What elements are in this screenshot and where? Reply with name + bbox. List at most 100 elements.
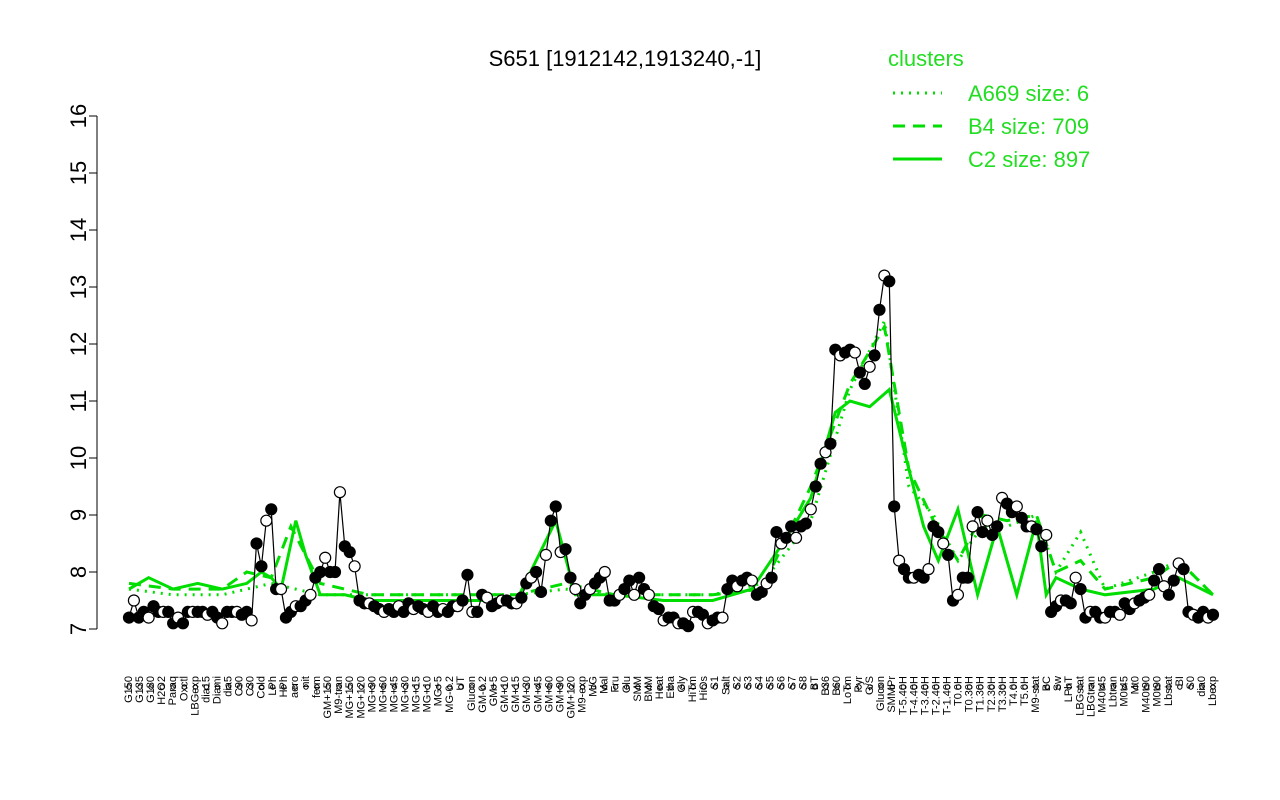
x-tick-label: Heat [654,676,666,699]
x-tick-label: Paraq [167,676,179,705]
data-point [456,594,469,607]
x-tick-mark [192,684,199,690]
data-point [633,571,646,584]
data-point [765,571,778,584]
x-tick-mark [590,684,597,690]
x-tick-mark [1110,684,1117,690]
x-tick-mark [347,684,353,690]
x-tick-mark [491,684,497,690]
x-tick-mark [668,684,674,690]
data-point [515,591,528,604]
data-point [348,560,361,573]
x-tick-mark [546,684,553,690]
data-point [1167,574,1180,587]
x-tick-mark [1143,684,1150,690]
data-point [628,588,641,601]
data-point [848,346,862,359]
x-tick-label: LBGtran [1085,676,1097,717]
data-point [1035,540,1048,553]
data-point [942,548,955,562]
data-point [682,620,695,633]
x-tick-label: GM+5 [488,676,500,706]
x-tick-mark [690,684,696,690]
data-point [799,517,812,530]
x-tick-mark [458,684,464,690]
x-tick-label: Oxctl [178,676,190,701]
x-tick-mark [557,684,564,690]
x-tick-label: T-1.40H [942,676,954,715]
x-tick-label: Lbexp [1207,676,1219,706]
x-tick-mark [955,684,962,690]
x-tick-label: Etha [665,675,677,699]
x-tick-mark [745,684,752,690]
x-tick-label: MG+10 [422,676,434,712]
y-tick-label: 7 [66,623,91,635]
data-point [652,602,665,616]
x-tick-mark [789,684,796,690]
x-tick-label: GM+45 [532,676,544,712]
x-axis-ticks: G150 G135 G180 H2O2 Paraq Oxctl LBGexp dia15 Dia… [123,675,1219,718]
x-tick-label: T4.0H [1008,676,1020,706]
x-tick-label: Glucon [466,676,478,711]
x-tick-mark [778,684,785,690]
x-tick-label: T1.30H [975,676,987,712]
x-tick-mark [624,684,630,690]
data-point [1030,523,1043,536]
x-tick-mark [1166,684,1172,690]
x-tick-mark [325,684,331,690]
x-tick-mark [247,684,254,690]
data-points [122,269,1220,633]
x-tick-mark [424,684,431,690]
x-tick-mark [1199,684,1205,690]
x-tick-label: G135 [134,676,146,703]
x-tick-mark [1077,684,1083,690]
x-tick-label: LPh [267,676,279,696]
data-point [559,543,572,556]
x-tick-label: MG+150 [344,676,356,719]
data-point [824,437,837,450]
x-tick-mark [966,684,973,690]
data-point [142,611,155,624]
x-tick-mark [911,684,918,690]
data-point [250,537,263,550]
x-tick-label: LBGexp [189,676,201,716]
data-point [1152,563,1166,576]
x-tick-label: T-2.40H [930,676,942,715]
data-point [716,611,729,624]
data-point [991,520,1004,533]
x-tick-mark [259,684,265,690]
legend-label: A669 size: 6 [968,81,1089,106]
x-tick-mark [679,684,685,690]
data-point [961,571,974,584]
data-point [1069,571,1082,584]
x-tick-mark [856,684,862,690]
y-tick-label: 14 [66,218,91,242]
x-tick-label: C90 [234,676,246,696]
x-tick-mark [137,684,143,690]
x-tick-mark [1011,684,1017,690]
x-tick-mark [148,684,154,690]
x-tick-mark [480,684,486,690]
legend-title: clusters [888,46,964,71]
data-point [530,565,543,579]
x-tick-label: S1 [709,676,721,689]
data-point [814,457,827,470]
x-tick-label: G180 [145,676,157,703]
x-tick-label: UT [455,676,467,691]
x-tick-mark [834,684,840,690]
x-tick-label: S8 [798,676,810,689]
x-tick-label: T3.30H [997,676,1009,712]
data-point [971,506,984,519]
x-tick-label: Lbstat [1163,676,1175,706]
x-tick-mark [214,684,221,690]
data-point [319,551,332,564]
x-tick-label: S6 [776,676,788,689]
data-point [770,525,783,539]
data-point [745,574,759,587]
x-tick-mark [1022,684,1028,690]
x-tick-label: MG+120 [355,676,367,719]
data-point [534,585,548,599]
x-tick-label: SMM [632,676,644,702]
x-tick-label: GM+120 [565,676,577,719]
data-point [549,500,562,513]
